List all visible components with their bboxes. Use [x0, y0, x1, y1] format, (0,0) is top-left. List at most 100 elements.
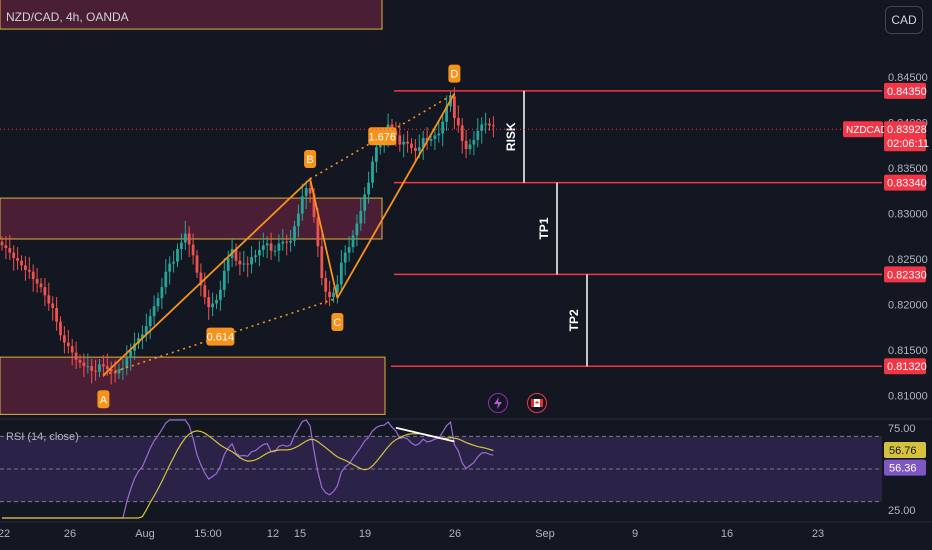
- candle-body: [234, 248, 238, 261]
- lightning-icon[interactable]: [488, 393, 508, 413]
- candle-body: [168, 263, 172, 272]
- candle-body: [265, 243, 269, 246]
- candle: [90, 358, 94, 384]
- candle-body: [86, 366, 90, 368]
- price-tick-label: 0.83000: [888, 209, 928, 221]
- candle-body: [261, 245, 265, 250]
- level-tag-box: [884, 82, 926, 99]
- candle: [39, 278, 43, 293]
- current-price-text: 0.83928: [887, 124, 927, 136]
- candle: [234, 243, 238, 267]
- candle: [63, 326, 66, 354]
- candle: [347, 236, 351, 262]
- candle-body: [43, 287, 47, 296]
- ratio-label-text: 0.614: [207, 332, 235, 344]
- candle-body: [117, 368, 121, 374]
- candle-body: [277, 243, 281, 251]
- candle: [180, 233, 183, 260]
- level-tag-box: [884, 174, 926, 191]
- time-tick-label: Sep: [535, 528, 555, 540]
- candle-body: [258, 249, 261, 256]
- candle-body: [16, 258, 19, 261]
- candle: [43, 278, 47, 307]
- candle-body: [480, 124, 484, 131]
- candle: [297, 204, 300, 238]
- supply-demand-zone: [0, 356, 386, 415]
- candle: [468, 139, 472, 155]
- candle-body: [476, 130, 480, 140]
- candle: [441, 114, 445, 147]
- candle: [359, 198, 363, 231]
- candle-body: [308, 188, 312, 194]
- level-tag-box: [884, 358, 926, 375]
- canada-flag-icon[interactable]: [527, 393, 547, 413]
- level-tag-text: 0.83340: [887, 178, 927, 190]
- candle-body: [27, 269, 31, 272]
- price-tick-label: 0.82500: [888, 254, 928, 266]
- candle-body: [324, 278, 328, 292]
- time-tick-label: 19: [359, 528, 371, 540]
- candle-body: [195, 255, 199, 273]
- candle-body: [12, 252, 16, 259]
- candle-body: [343, 252, 347, 263]
- candle-body: [250, 257, 253, 265]
- candle: [70, 338, 74, 366]
- candle-body: [152, 306, 156, 317]
- point-label-text: A: [100, 394, 108, 406]
- candle: [289, 229, 292, 252]
- symbol-price-tag: NZDCAD 0.83928 02:06:11: [843, 121, 929, 152]
- time-tick-label: 23: [812, 528, 824, 540]
- candle-body: [113, 371, 117, 374]
- candle-body: [429, 139, 433, 141]
- point-label-box: [448, 64, 461, 83]
- candle: [195, 249, 199, 279]
- candle-body: [269, 243, 273, 251]
- candle-body: [105, 366, 109, 369]
- candle-body: [316, 217, 320, 247]
- candle-body: [98, 364, 101, 372]
- pattern-ratio-label: 0.614: [206, 327, 235, 346]
- candle-body: [421, 138, 425, 148]
- candle: [254, 249, 257, 263]
- candle: [109, 361, 113, 385]
- candle-body: [441, 121, 445, 134]
- level-tag-text: 0.81320: [887, 361, 927, 373]
- candle-body: [456, 118, 460, 126]
- price-tick-label: 0.81000: [888, 390, 928, 402]
- candle-body: [437, 133, 441, 136]
- rsi-ma-line: [2, 430, 494, 519]
- candle: [187, 226, 191, 258]
- time-tick-label: 22: [0, 528, 10, 540]
- candle-body: [398, 135, 402, 145]
- candle-body: [347, 247, 351, 253]
- rsi-tag-text: 56.36: [889, 463, 917, 475]
- candle: [258, 240, 261, 267]
- candle: [102, 355, 105, 378]
- candle-body: [351, 235, 355, 248]
- candle: [433, 126, 437, 150]
- candle: [55, 297, 58, 331]
- candle: [273, 245, 277, 257]
- candle-body: [355, 223, 359, 236]
- candle: [484, 112, 487, 134]
- point-label-text: B: [306, 154, 313, 166]
- candle-body: [402, 141, 406, 145]
- candle: [363, 187, 367, 224]
- level-tag-box: [884, 266, 926, 283]
- candle: [215, 294, 218, 309]
- symbol-title[interactable]: NZD/CAD, 4h, OANDA: [6, 10, 129, 24]
- candle-body: [242, 263, 246, 265]
- candle-body: [82, 362, 86, 367]
- candle-body: [488, 123, 491, 126]
- currency-button[interactable]: CAD: [885, 6, 923, 34]
- ratio-label-text: 1.676: [368, 131, 396, 143]
- candle: [24, 256, 27, 281]
- candle: [191, 233, 195, 265]
- rsi-indicator-title[interactable]: RSI (14, close): [6, 431, 79, 443]
- candle: [472, 130, 476, 156]
- candle-body: [285, 241, 289, 243]
- candle-body: [433, 135, 437, 140]
- candle: [445, 95, 448, 131]
- ratio-label-box: [206, 327, 235, 346]
